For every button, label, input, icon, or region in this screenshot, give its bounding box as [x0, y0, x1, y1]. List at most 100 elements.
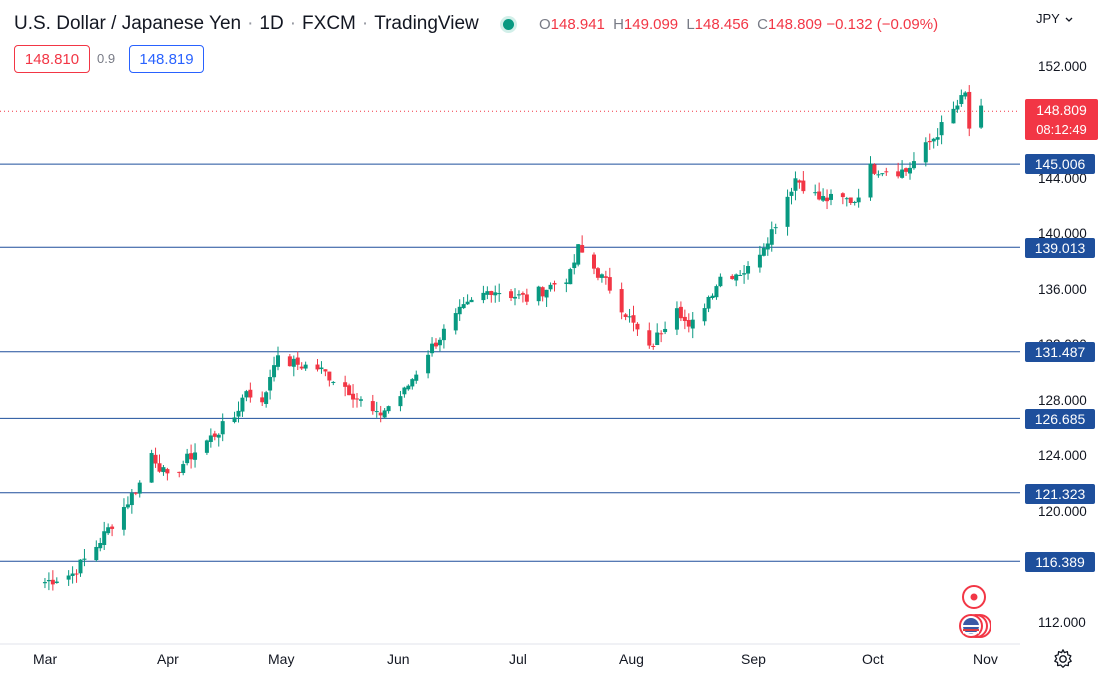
candle-body [347, 385, 352, 396]
candle-body [481, 292, 486, 301]
candle-body [829, 193, 833, 200]
title-separator: · [247, 13, 254, 34]
candle-body [370, 401, 375, 412]
candle-body [177, 471, 182, 473]
candle-body [374, 411, 379, 413]
candle-body [216, 434, 221, 438]
candle-body [204, 440, 209, 453]
candle-body [706, 296, 711, 309]
candle-body [232, 417, 237, 423]
candle-body [426, 354, 431, 374]
candle-body [825, 197, 830, 202]
price-tick: 128.000 [1038, 393, 1087, 408]
month-label: Mar [33, 651, 58, 667]
candle-body [627, 316, 632, 318]
candle-body [821, 196, 826, 201]
candle-body [742, 273, 747, 275]
candle-body [121, 507, 126, 530]
candle-body [461, 304, 466, 309]
title-separator: · [361, 13, 369, 34]
candle-body [955, 105, 960, 110]
horizontal-line-label[interactable]: 139.013 [1025, 238, 1095, 258]
candle-body [663, 328, 668, 333]
candle-body [923, 142, 928, 163]
candle-body [303, 364, 308, 369]
currency-label: JPY [1036, 11, 1060, 26]
horizontal-line-label[interactable]: 116.389 [1025, 552, 1095, 572]
open-label: O [539, 16, 551, 33]
platform-label: TradingView [374, 13, 479, 34]
candle-body [576, 244, 581, 265]
title-separator: · [289, 13, 297, 34]
candle-body [331, 381, 336, 383]
candle-body [513, 296, 517, 299]
candle-body [848, 197, 853, 203]
candle-body [272, 365, 277, 378]
candle-body [260, 397, 265, 403]
candle-body [884, 171, 889, 173]
candle-body [635, 323, 640, 330]
candle-body [868, 163, 873, 198]
candle-body [378, 412, 383, 416]
candle-body [908, 167, 912, 174]
candle-body [797, 180, 802, 183]
candle-body [686, 319, 691, 327]
change-value: −0.132 (−0.09%) [826, 16, 939, 33]
candle-body [568, 269, 573, 285]
candle-body [299, 366, 304, 369]
horizontal-line-label[interactable]: 126.685 [1025, 409, 1095, 429]
price-tick: 112.000 [1038, 615, 1086, 630]
gear-icon[interactable] [1052, 648, 1074, 670]
candle-body [137, 482, 142, 494]
candle-body [46, 579, 51, 582]
candle-body [801, 180, 806, 192]
candle-body [552, 282, 557, 285]
candle-body [291, 358, 296, 367]
last-price-tag: 148.809 08:12:49 [1025, 99, 1098, 140]
ohlc-values: O148.941 H149.099 L148.456 C148.809 −0.1… [539, 16, 938, 33]
candle-body [607, 277, 612, 291]
candle-body [536, 286, 541, 302]
candle-body [592, 254, 596, 269]
horizontal-line-label[interactable]: 121.323 [1025, 484, 1095, 504]
symbol-name[interactable]: U.S. Dollar / Japanese Yen [14, 13, 242, 34]
sell-button[interactable]: 148.810 [14, 45, 90, 73]
economic-events-icon[interactable] [957, 584, 991, 642]
candle-body [398, 396, 403, 407]
horizontal-line-label[interactable]: 145.006 [1025, 154, 1095, 174]
candle-body [493, 292, 498, 296]
currency-menu[interactable]: JPY [1036, 11, 1073, 26]
candle-body [647, 330, 652, 346]
candle-body [82, 558, 87, 560]
candle-body [544, 289, 549, 298]
price-tick: 120.000 [1038, 504, 1087, 519]
interval-label[interactable]: 1D [259, 13, 284, 34]
candle-body [465, 301, 470, 305]
candle-body [564, 282, 569, 284]
price-tick: 152.000 [1038, 59, 1087, 74]
horizontal-line-label[interactable]: 131.487 [1025, 342, 1095, 362]
buy-button[interactable]: 148.819 [129, 45, 204, 73]
high-label: H [613, 16, 624, 33]
price-tick: 136.000 [1038, 282, 1087, 297]
candle-body [414, 374, 419, 381]
candle-body [599, 274, 604, 278]
candle-body [264, 392, 269, 404]
month-label: Apr [157, 651, 179, 667]
month-label: Jun [387, 651, 410, 667]
candle-body [710, 295, 715, 299]
candle-body [386, 406, 391, 412]
candle-body [355, 398, 359, 400]
candle-body [437, 339, 442, 346]
candle-body [268, 377, 273, 391]
candle-body [453, 313, 458, 331]
open-value: 148.941 [550, 16, 605, 33]
candle-body [623, 314, 628, 317]
close-value: 148.809 [767, 16, 823, 33]
candle-body [880, 173, 885, 175]
month-label: Nov [973, 651, 998, 667]
spread-value: 0.9 [97, 51, 116, 66]
candle-body [343, 382, 348, 387]
candle-body [149, 453, 154, 483]
